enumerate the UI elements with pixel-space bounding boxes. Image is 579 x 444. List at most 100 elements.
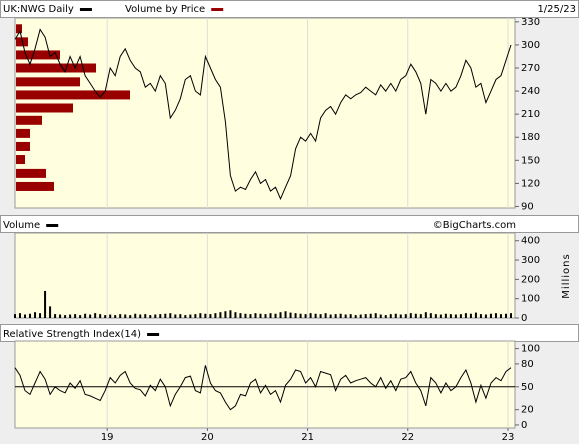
- volume-bar: [139, 314, 142, 318]
- volume-bar: [79, 315, 82, 318]
- volume-bar: [434, 314, 437, 318]
- volume-bar: [29, 313, 32, 318]
- volume-bar: [94, 313, 97, 318]
- volume-bar: [159, 314, 162, 318]
- volume-bar: [194, 314, 197, 318]
- volume-by-price-bar: [16, 24, 22, 34]
- y-tick-label: 330: [521, 17, 540, 28]
- volume-bar: [204, 313, 207, 318]
- volume-bar: [189, 314, 192, 318]
- volume-bar: [269, 313, 272, 318]
- volume-bar: [454, 314, 457, 318]
- volume-bar: [254, 313, 257, 318]
- volume-bar: [284, 311, 287, 318]
- volume-bar: [149, 315, 152, 318]
- volume-bar: [414, 313, 417, 318]
- y-tick-label: 120: [521, 178, 540, 189]
- volume-bar: [364, 314, 367, 318]
- x-tick-label: 22: [401, 432, 414, 443]
- volume-bar: [494, 313, 497, 318]
- volume-bar: [504, 313, 507, 318]
- volume-bar: [184, 315, 187, 318]
- volume-title: Volume: [3, 220, 40, 231]
- volume-bar: [214, 313, 217, 318]
- volume-bar: [439, 314, 442, 318]
- volume-bar: [154, 314, 157, 318]
- volume-bar: [209, 314, 212, 318]
- legend-swatch: [211, 8, 224, 11]
- x-tick-label: 20: [201, 432, 214, 443]
- line: [14, 365, 512, 411]
- volume-bar: [399, 314, 402, 318]
- volume-bar: [324, 313, 327, 318]
- vbp-legend: Volume by Price: [125, 4, 205, 15]
- x-tick-label: 19: [101, 432, 114, 443]
- volume-bar: [44, 290, 47, 318]
- y-tick-label: 240: [521, 86, 540, 97]
- volume-bar: [114, 315, 117, 318]
- y-tick-label: 100: [521, 344, 540, 355]
- volume-bar: [329, 314, 332, 318]
- y-tick-label: 0: [521, 420, 527, 431]
- volume-bar: [424, 312, 427, 318]
- y-tick-label: 100: [521, 294, 540, 305]
- legend-swatch: [79, 8, 92, 11]
- volume-bar: [244, 313, 247, 318]
- volume-bar: [234, 312, 237, 318]
- volume-bar: [359, 314, 362, 318]
- volume-bar: [169, 313, 172, 318]
- volume-bar: [74, 314, 77, 318]
- volume-bar: [289, 312, 292, 318]
- volume-by-price-bar: [16, 168, 46, 178]
- volume-by-price-bar: [16, 155, 25, 165]
- volume-bar: [124, 314, 127, 318]
- line: [14, 28, 512, 201]
- source: ©BigCharts.com: [433, 220, 516, 231]
- volume-bar: [39, 313, 42, 318]
- legend-swatch: [147, 333, 160, 336]
- volume-bar: [429, 313, 432, 318]
- volume-bar: [144, 314, 147, 318]
- volume-by-price-bar: [16, 115, 42, 125]
- volume-bar: [134, 313, 137, 318]
- volume-bar: [174, 314, 177, 318]
- x-tick-label: 21: [301, 432, 314, 443]
- date-label: 1/25/23: [537, 4, 576, 15]
- volume-bar: [474, 312, 477, 318]
- volume-bar: [64, 315, 67, 318]
- volume-bar: [314, 313, 317, 318]
- y-tick-label: 50: [521, 382, 534, 393]
- legend-swatch: [46, 224, 59, 227]
- volume-bar: [344, 314, 347, 318]
- volume-by-price-bar: [16, 128, 30, 138]
- volume-bar: [464, 313, 467, 318]
- y-tick-label: 210: [521, 109, 540, 120]
- volume-bar: [334, 314, 337, 318]
- volume-bar: [119, 314, 122, 318]
- x-tick-label: 23: [502, 432, 515, 443]
- volume-bar: [354, 315, 357, 318]
- volume-by-price-bar: [16, 90, 130, 100]
- volume-bar: [54, 314, 57, 318]
- y-axis-label: Millions: [561, 253, 572, 298]
- y-tick-label: 0: [521, 313, 527, 324]
- volume-bar: [219, 312, 222, 318]
- volume-bar: [49, 306, 52, 318]
- volume-bar: [384, 315, 387, 318]
- volume-bar: [104, 315, 107, 318]
- y-tick-label: 90: [521, 201, 534, 212]
- rsi-title: Relative Strength Index(14): [3, 329, 141, 340]
- volume-bar: [499, 314, 502, 318]
- volume-bar: [449, 314, 452, 318]
- volume-bar: [14, 314, 16, 318]
- volume-by-price-bar: [16, 77, 80, 87]
- volume-bar: [469, 313, 472, 318]
- volume-bar: [249, 314, 252, 318]
- volume-by-price-bar: [16, 141, 30, 151]
- volume-bar: [199, 313, 202, 318]
- panel: [14, 340, 516, 429]
- panel: [14, 17, 516, 209]
- volume-bar: [239, 313, 242, 318]
- volume-bar: [459, 314, 462, 318]
